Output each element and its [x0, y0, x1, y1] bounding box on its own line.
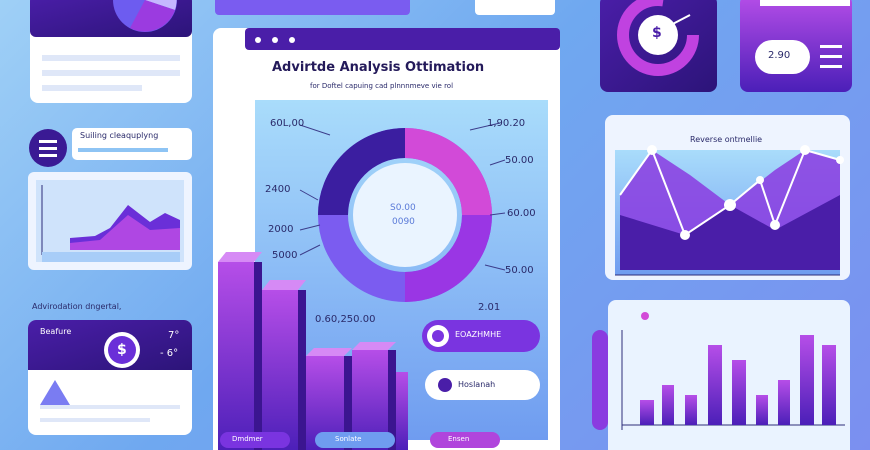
right-label: 50.00 [505, 155, 534, 166]
footer-tab[interactable]: Sonlate [335, 435, 362, 443]
card-symbol: $ [117, 342, 127, 358]
left-label: 60L,00 [270, 118, 305, 129]
subtitle: for Doftel capuing cad plnnnmeve vie rol [310, 82, 454, 90]
primary-button[interactable]: EOAZHMHE [455, 330, 502, 339]
left-label: 5000 [272, 250, 298, 261]
right-label: 50.00 [505, 265, 534, 276]
secondary-button[interactable]: Hoslanah [458, 380, 496, 389]
title: Advirtde Analysis Ottimation [272, 60, 485, 75]
right-label: 60.00 [507, 208, 536, 219]
pill-value: 2.90 [768, 50, 791, 61]
donut-text: S0.00 [390, 203, 416, 213]
right-label: 1,90.20 [487, 118, 526, 129]
card-stat: 7° [168, 330, 180, 341]
bottom-label: 0.60,250.00 [315, 314, 376, 325]
footer-tab[interactable]: Ensen [448, 435, 470, 443]
section-label: Advirodation dngertal, [32, 302, 122, 311]
gauge-symbol: $ [652, 25, 662, 41]
card-title: Beafure [40, 327, 72, 336]
footer-tab[interactable]: Dmdmer [232, 435, 263, 443]
left-label: 2000 [268, 224, 294, 235]
card-stat: - 6° [160, 348, 179, 359]
menu-label: Suiling cleaquplyng [80, 131, 159, 140]
chart-title: Reverse ontmellie [690, 135, 763, 144]
bottom-label: 2.01 [478, 302, 501, 313]
left-label: 2400 [265, 184, 291, 195]
donut-text: 0090 [392, 217, 415, 227]
